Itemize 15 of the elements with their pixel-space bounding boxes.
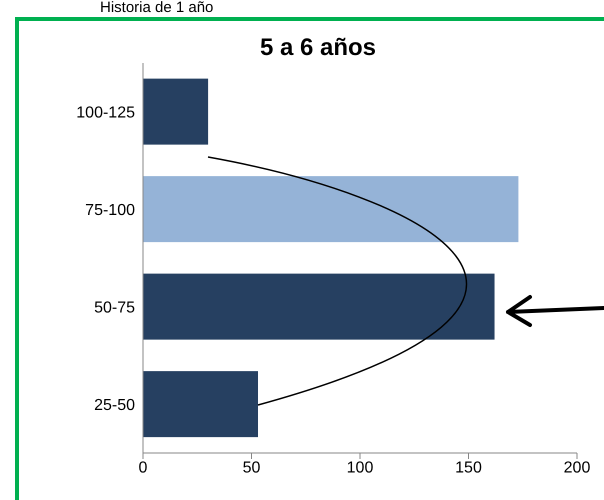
x-tick-label: 150 — [455, 459, 482, 476]
x-tick-label: 200 — [564, 459, 590, 476]
text: Historia de 1 año — [100, 0, 214, 16]
y-tick-label: 50-75 — [94, 299, 136, 316]
x-tick-label: 100 — [346, 459, 374, 476]
bar — [143, 274, 495, 340]
y-tick-label: 75-100 — [85, 202, 136, 219]
bar — [143, 176, 518, 242]
y-tick-label: 25-50 — [94, 396, 136, 414]
x-tick-label: 50 — [242, 459, 260, 476]
y-tick-label: 100-125 — [76, 104, 136, 122]
x-tick-label: 0 — [138, 459, 148, 476]
bar — [143, 371, 258, 438]
bar — [143, 78, 208, 145]
chart-title: 5 a 6 años — [258, 34, 378, 62]
